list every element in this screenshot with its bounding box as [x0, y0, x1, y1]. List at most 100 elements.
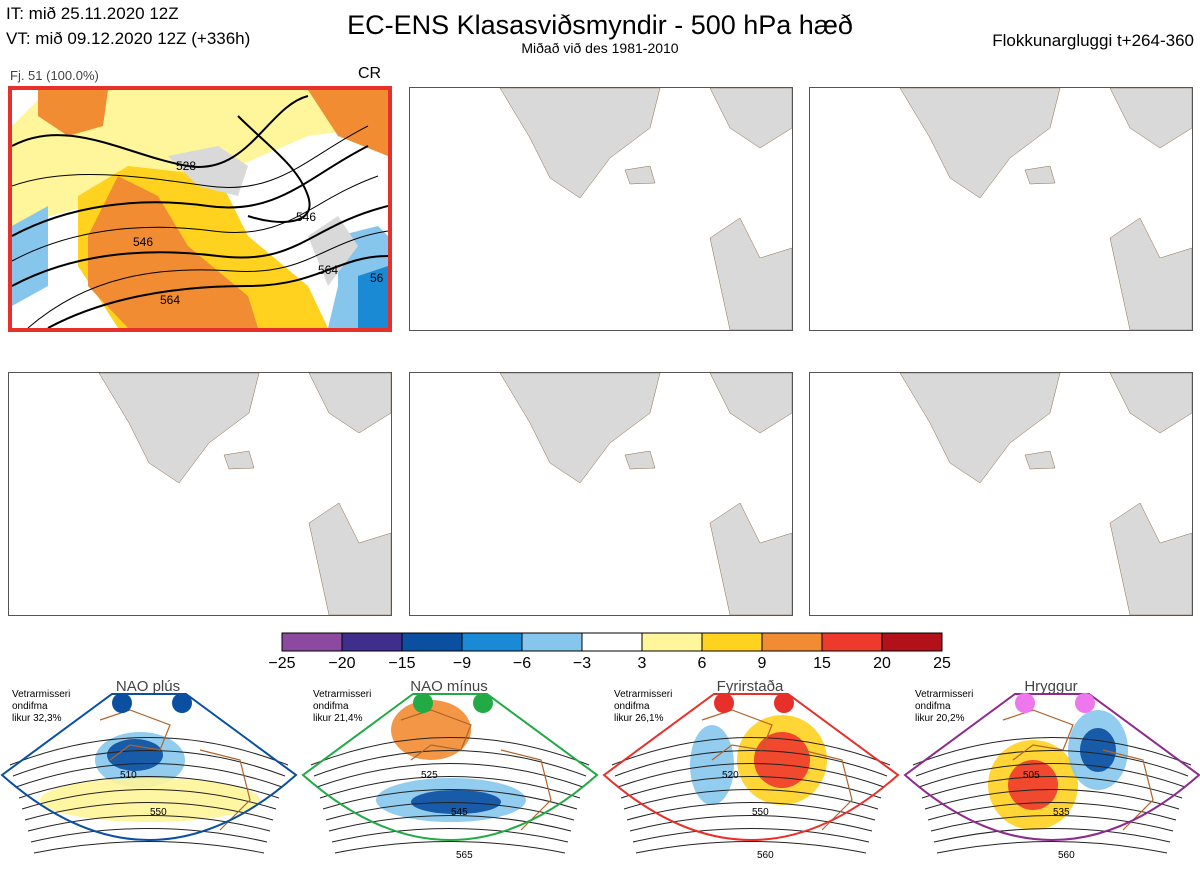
height-contour: [325, 802, 575, 821]
contour-label: 546: [133, 235, 153, 249]
anomaly-area: [40, 778, 260, 822]
colorbar-swatch: [881, 632, 943, 652]
height-contour: [617, 763, 885, 788]
contour-label: 550: [150, 807, 167, 818]
height-contour: [620, 776, 882, 799]
regime-marker-dot: [714, 693, 734, 713]
colorbar-tick-label: −6: [512, 655, 532, 672]
cluster-map-panel-6[interactable]: [809, 372, 1193, 616]
contour-label: 560: [1058, 850, 1075, 861]
height-contour: [331, 828, 569, 843]
height-contour: [921, 776, 1183, 799]
regime-name: Hryggur: [1024, 678, 1078, 695]
cluster-map-3: [899, 88, 1192, 330]
colorbar-tick-label: −15: [388, 655, 416, 672]
regime-marker-dot: [473, 693, 493, 713]
regime-name: NAO mínus: [410, 678, 488, 695]
page-title: EC-ENS Klasasviðsmyndir - 500 hPa hæð: [347, 10, 853, 40]
cluster-map-4: [98, 373, 391, 615]
anomaly-area: [754, 732, 810, 788]
height-contour: [936, 841, 1168, 854]
height-contour: [30, 828, 268, 843]
colorbar-swatch: [281, 632, 343, 652]
contour-label: 525: [421, 770, 438, 781]
anomaly-area: [107, 739, 163, 771]
regime-marker-dot: [1015, 693, 1035, 713]
height-contour: [33, 841, 265, 854]
cluster-map-6: [899, 373, 1192, 615]
contour-label: 560: [757, 850, 774, 861]
anomaly-area: [411, 790, 501, 814]
cluster-map-panel-4[interactable]: [8, 372, 392, 616]
height-contour: [623, 789, 879, 810]
contour-label: 564: [160, 293, 180, 307]
colorbar-tick-label: −9: [452, 655, 472, 672]
regime-marker-dot: [112, 693, 132, 713]
contour-label: 564: [318, 263, 338, 277]
colorbar-swatch: [521, 632, 583, 652]
height-contour: [334, 841, 566, 854]
height-contour: [319, 776, 581, 799]
cluster-map-panel-1[interactable]: 528 546 546 564 564 56: [8, 86, 392, 332]
cluster-map-panel-3[interactable]: [809, 87, 1193, 331]
colorbar-swatch: [821, 632, 883, 652]
colorbar-swatch: [761, 632, 823, 652]
cluster-window: Flokkunargluggi t+264-360: [992, 31, 1194, 50]
cluster-map-panel-2[interactable]: [409, 87, 793, 331]
regime-name: NAO plús: [115, 678, 181, 695]
regime-map-border: [602, 693, 900, 841]
valid-time: VT: mið 09.12.2020 12Z (+336h): [6, 29, 251, 48]
height-contour: [626, 802, 876, 821]
height-contour: [930, 815, 1174, 832]
height-contour: [310, 737, 590, 766]
height-contour: [918, 763, 1186, 788]
regime-marker-dot: [413, 693, 433, 713]
regime-probability: Vetrarmisseri ondifma likur 32,3%: [12, 689, 71, 724]
colorbar-tick-label: 9: [757, 655, 767, 672]
colorbar-swatch: [581, 632, 643, 652]
height-contour: [322, 789, 578, 810]
height-contour: [313, 750, 587, 777]
anomaly-area: [391, 700, 471, 760]
colorbar-tick-label: 6: [697, 655, 707, 672]
colorbar-tick-label: 20: [873, 655, 891, 672]
colorbar-tick-label: −25: [268, 655, 296, 672]
cluster-label: CR: [358, 65, 382, 82]
contour-label: 505: [1023, 770, 1040, 781]
regime-map: 510 550: [0, 693, 298, 854]
height-contour: [15, 763, 283, 788]
height-contour: [912, 737, 1192, 766]
contour-label: 56: [370, 271, 384, 285]
height-contour: [933, 828, 1171, 843]
colorbar-swatch: [641, 632, 703, 652]
regime-probability: Vetrarmisseri ondifma likur 26,1%: [614, 689, 673, 724]
colorbar-tick-label: 15: [813, 655, 831, 672]
cluster-map-5: [499, 373, 792, 615]
cluster-map-2: [499, 88, 792, 330]
regime-map-border: [301, 693, 599, 841]
contour-label: 520: [722, 770, 739, 781]
height-contour: [924, 789, 1180, 810]
anomaly-area: [1008, 760, 1058, 810]
regime-map: 505 535 560: [903, 693, 1200, 861]
contour-label: 550: [752, 807, 769, 818]
regime-marker-dot: [172, 693, 192, 713]
height-contour: [9, 737, 289, 766]
cluster-map-panel-5[interactable]: [409, 372, 793, 616]
page-subtitle: Miðað við des 1981-2010: [521, 40, 679, 56]
colorbar-swatch: [401, 632, 463, 652]
member-count-label: Fj. 51 (100.0%): [10, 68, 99, 83]
contour-label: 510: [120, 770, 137, 781]
height-contour: [614, 750, 888, 777]
regime-map-border: [903, 693, 1200, 841]
contour-label: 535: [1053, 807, 1070, 818]
height-contour: [635, 841, 867, 854]
colorbar-tick-label: −20: [328, 655, 356, 672]
height-contour: [629, 815, 873, 832]
height-contour: [12, 750, 286, 777]
cluster-map-1: 528 546 546 564 564 56: [12, 90, 388, 328]
colorbar-swatch: [701, 632, 763, 652]
regime-probability: Vetrarmisseri ondifma likur 20,2%: [915, 689, 974, 724]
height-contour: [328, 815, 572, 832]
regime-name: Fyrirstaða: [716, 678, 784, 695]
